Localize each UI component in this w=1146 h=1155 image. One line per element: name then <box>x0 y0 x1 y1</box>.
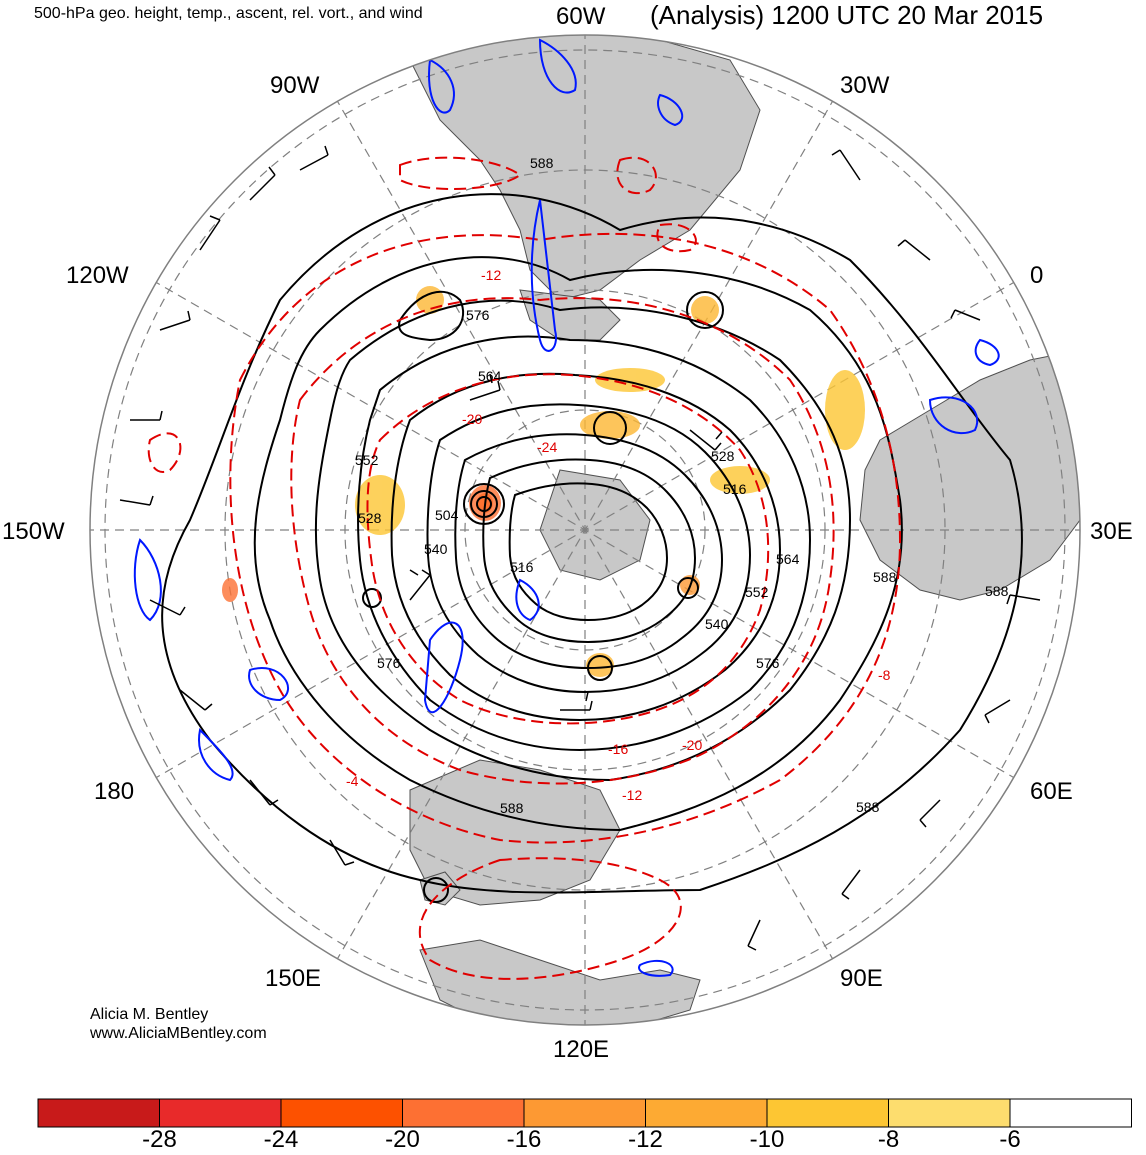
height-label: 552 <box>745 584 769 600</box>
colorbar-tick-label: -10 <box>749 1126 785 1153</box>
wind-barbs <box>119 145 1041 951</box>
height-label: 576 <box>466 307 490 323</box>
colorbar-tick-label: -20 <box>385 1126 420 1153</box>
height-label: 516 <box>510 559 534 575</box>
temperature-label: -8 <box>878 667 891 683</box>
credit-block: Alicia M. Bentley www.AliciaMBentley.com <box>90 1005 267 1043</box>
colorbar <box>37 1098 1132 1128</box>
lon-label-60w: 60W <box>556 3 606 30</box>
colorbar-tick-label: -6 <box>999 1126 1021 1153</box>
lon-label-0: 0 <box>1030 262 1044 289</box>
height-label: 576 <box>377 655 401 671</box>
lon-label-30e: 30E <box>1090 518 1133 545</box>
height-label: 576 <box>756 655 780 671</box>
southeast-asia-land <box>419 939 701 1025</box>
temperature-contours <box>147 156 902 980</box>
lon-label-30w: 30W <box>840 72 890 99</box>
temperature-label: -24 <box>537 439 557 455</box>
height-label: 588 <box>500 800 524 816</box>
lon-label-120w: 120W <box>66 262 129 289</box>
product-title: 500-hPa geo. height, temp., ascent, rel.… <box>34 5 423 22</box>
ascent-contours <box>133 38 1000 977</box>
colorbar-tick-label: -12 <box>628 1126 663 1153</box>
height-label: 540 <box>705 616 729 632</box>
temperature-label: -16 <box>608 741 628 757</box>
lon-label-60e: 60E <box>1030 778 1073 805</box>
height-label: 528 <box>358 510 382 526</box>
colorbar-tick-label: -16 <box>506 1126 542 1153</box>
colorbar-box <box>37 1098 160 1128</box>
lon-label-120e: 120E <box>553 1036 610 1063</box>
colorbar-box <box>645 1098 768 1128</box>
temperature-label: -20 <box>462 411 482 427</box>
temperature-labels: -12 -20 -16 -20 -12 -4 -8 -24 <box>346 267 891 803</box>
colorbar-box <box>280 1098 403 1128</box>
height-labels: 588 576 564 552 540 528 516 504 588 588 … <box>355 155 1009 816</box>
arctic-islands-land <box>539 469 651 581</box>
temperature-label: -20 <box>682 737 702 753</box>
colorbar-box <box>766 1098 889 1128</box>
colorbar-box <box>888 1098 1011 1128</box>
colorbar-box <box>402 1098 525 1128</box>
colorbar-box <box>523 1098 646 1128</box>
hemispheric-map: 588 576 564 552 540 528 516 504 588 588 … <box>89 34 1081 1026</box>
colorbar-tick-label: -8 <box>877 1126 900 1153</box>
lon-label-150w: 150W <box>2 518 65 545</box>
lon-label-150e: 150E <box>265 965 322 992</box>
temperature-label: -12 <box>481 267 501 283</box>
height-label: 564 <box>776 551 800 567</box>
colorbar-tick-label: -24 <box>263 1126 299 1153</box>
height-label: 516 <box>723 481 747 497</box>
height-label: 588 <box>856 799 880 815</box>
author-website: www.AliciaMBentley.com <box>90 1025 267 1042</box>
analysis-time-title: (Analysis) 1200 UTC 20 Mar 2015 <box>650 0 1044 30</box>
height-contours <box>161 193 1023 903</box>
height-label: 588 <box>873 569 897 585</box>
height-label: 552 <box>355 452 379 468</box>
greenland-land <box>519 289 621 341</box>
europe-land <box>859 349 1080 601</box>
graticule <box>90 35 1080 1025</box>
height-label: 528 <box>711 448 735 464</box>
height-label: 504 <box>435 507 459 523</box>
temperature-label: -12 <box>622 787 642 803</box>
height-label: 588 <box>985 583 1009 599</box>
map-border <box>89 34 1081 1026</box>
height-label: 564 <box>478 368 502 384</box>
lon-label-180: 180 <box>94 778 135 805</box>
lon-label-90e: 90E <box>840 965 883 992</box>
temperature-label: -4 <box>346 773 359 789</box>
colorbar-box <box>159 1098 282 1128</box>
height-label: 588 <box>530 155 554 171</box>
colorbar-boxes <box>37 1098 1132 1128</box>
height-label: 540 <box>424 541 448 557</box>
author-name: Alicia M. Bentley <box>90 1006 209 1023</box>
colorbar-tick-label: -28 <box>142 1126 177 1153</box>
colorbar-box <box>1009 1098 1132 1128</box>
lon-label-90w: 90W <box>270 72 320 99</box>
